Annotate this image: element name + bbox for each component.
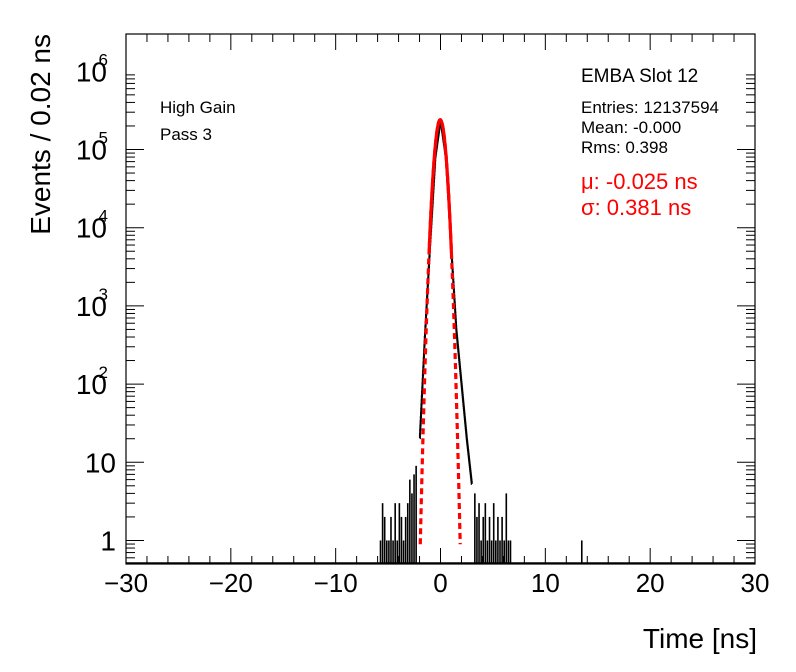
histogram-bin [492, 503, 495, 564]
histogram-bin [413, 474, 415, 564]
x-tick-label: −30 [104, 568, 148, 598]
histogram-bin [482, 516, 485, 564]
histogram-bin [394, 503, 396, 564]
histogram-bin [385, 540, 388, 564]
histogram-bin [409, 479, 411, 564]
histogram-bin [478, 503, 480, 564]
histogram-bin [415, 465, 417, 564]
y-tick-label: 10 [76, 291, 107, 322]
histogram-bin [392, 540, 394, 564]
pass-label: Pass 3 [160, 125, 212, 144]
histogram-bin [379, 540, 382, 564]
rms-label: Rms: 0.398 [581, 138, 668, 157]
y-axis-title: Events / 0.02 ns [25, 34, 56, 235]
histogram-bin [507, 540, 510, 564]
histogram-bin [580, 540, 583, 564]
histogram-bin [474, 493, 476, 564]
y-tick-label: 1 [100, 525, 116, 556]
histogram-bin [484, 503, 487, 564]
histogram-bin [509, 540, 512, 564]
histogram-bin [503, 540, 505, 564]
y-tick-label: 10 [76, 213, 107, 244]
mean-label: Mean: -0.000 [581, 118, 681, 137]
histogram-bin [383, 516, 386, 564]
histogram-bin [499, 540, 501, 564]
y-tick-label: 10 [76, 369, 107, 400]
y-tick-exponent: 6 [99, 50, 108, 69]
y-tick-exponent: 4 [99, 207, 108, 226]
histogram-bin [400, 516, 403, 564]
y-tick-exponent: 2 [99, 363, 108, 382]
histogram-bin [476, 516, 478, 564]
slot-label: EMBA Slot 12 [581, 66, 698, 87]
histogram-bin [486, 540, 489, 564]
histogram-bin [411, 493, 413, 564]
x-tick-label: 0 [433, 568, 447, 598]
fit-curve-solid [427, 118, 454, 253]
x-tick-label: 10 [531, 568, 560, 598]
histogram-bin [390, 516, 392, 564]
histogram-bin [480, 540, 482, 564]
x-tick-label: −20 [209, 568, 253, 598]
histogram-bin [396, 540, 399, 564]
y-tick-label: 10 [76, 56, 107, 87]
histogram-bin [402, 540, 405, 564]
fit-curve-dashed [418, 118, 462, 545]
histogram-bin [505, 493, 508, 564]
y-tick-label: 10 [85, 447, 116, 478]
histogram-bin [404, 516, 407, 564]
y-tick-exponent: 5 [99, 128, 108, 147]
fit-sigma-label: σ: 0.381 ns [581, 195, 691, 220]
x-axis-title: Time [ns] [643, 623, 757, 654]
histogram-bin [497, 516, 499, 564]
histogram-bin [388, 540, 390, 564]
gaussian-fit-series [418, 118, 462, 545]
histogram-bin [406, 503, 409, 564]
fit-mu-label: μ: -0.025 ns [581, 169, 698, 194]
x-tick-label: −10 [314, 568, 358, 598]
gain-label: High Gain [160, 98, 236, 117]
y-tick-label: 10 [76, 134, 107, 165]
histogram-bin [381, 503, 384, 564]
histogram-bin [398, 503, 401, 564]
x-tick-label: 30 [741, 568, 770, 598]
histogram-bin [488, 516, 491, 564]
histogram-bin [501, 516, 503, 564]
x-tick-label: 20 [636, 568, 665, 598]
y-tick-exponent: 3 [99, 285, 108, 304]
entries-label: Entries: 12137594 [581, 98, 719, 117]
x-axis-ticks: −30 −20 −10 0 10 20 30 [104, 34, 770, 598]
histogram-bin [490, 540, 493, 564]
histogram-bin [495, 540, 497, 564]
